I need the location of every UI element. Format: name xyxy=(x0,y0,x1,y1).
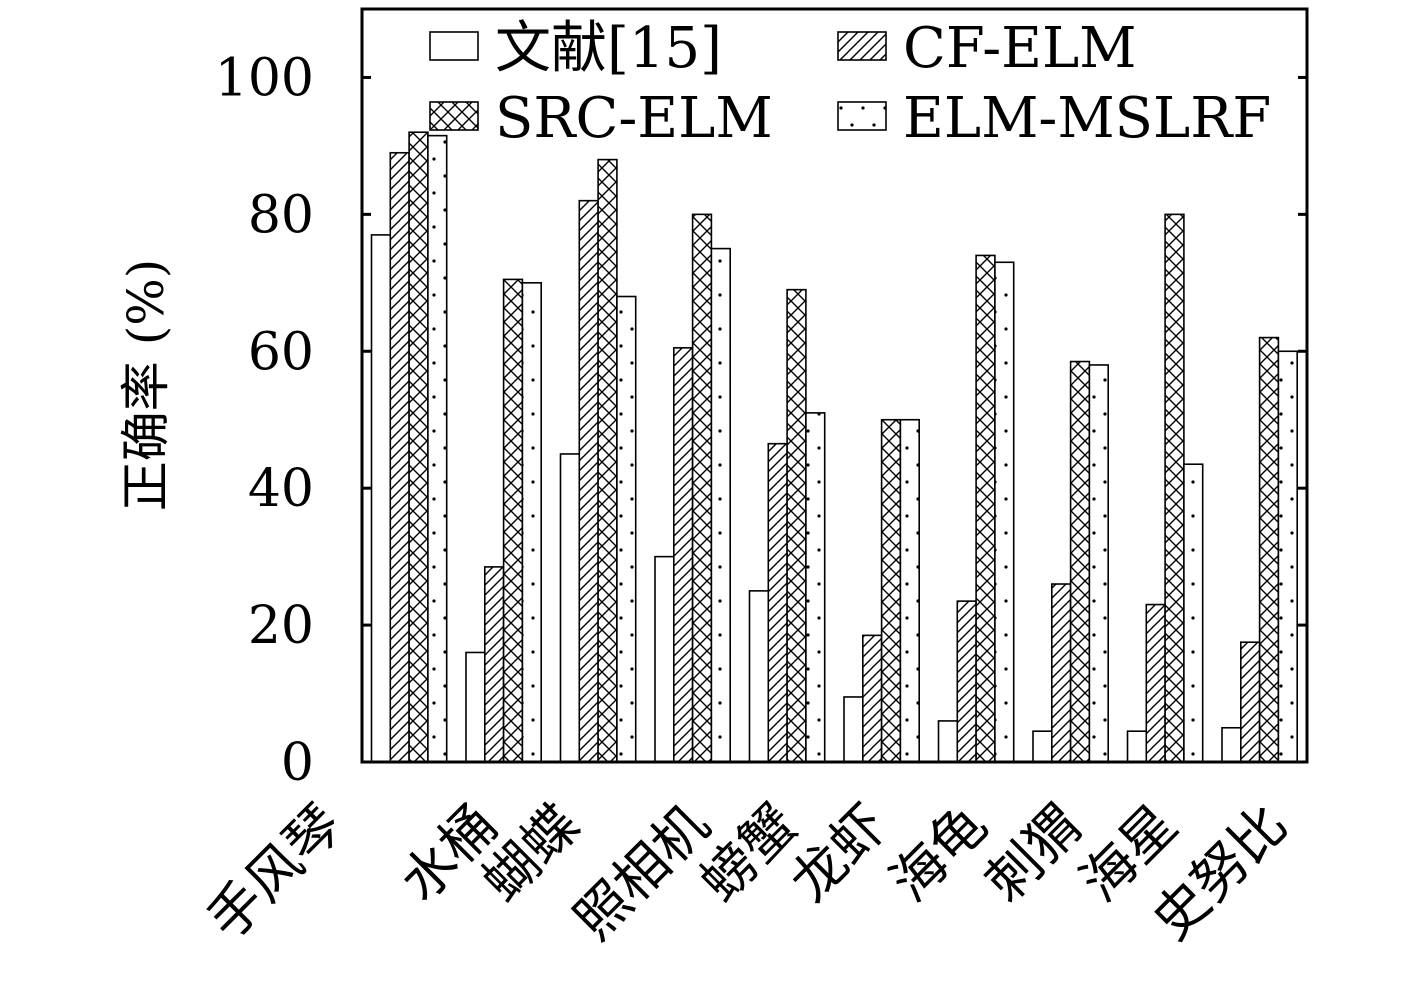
bar xyxy=(654,555,675,763)
bar xyxy=(502,278,524,763)
category-label: 螃蟹 xyxy=(688,793,809,914)
bar xyxy=(1051,583,1072,763)
bar xyxy=(880,418,902,763)
legend-label: 文献[15] xyxy=(495,16,722,81)
bar xyxy=(389,151,410,763)
y-tick-label: 100 xyxy=(215,48,314,108)
plot-frame xyxy=(360,7,1309,764)
category-label: 海龟 xyxy=(878,793,999,914)
bar xyxy=(861,634,883,763)
bar xyxy=(370,234,392,763)
bar xyxy=(408,131,429,763)
legend-label: SRC-ELM xyxy=(495,86,773,151)
bar xyxy=(427,134,448,763)
bar xyxy=(672,347,694,763)
bar xyxy=(1277,350,1299,763)
bar xyxy=(1183,463,1204,763)
bar xyxy=(710,247,732,763)
bar xyxy=(1088,364,1110,763)
bar xyxy=(1240,641,1261,763)
legend-label: ELM-MSLRF xyxy=(903,86,1271,151)
y-tick-label: 40 xyxy=(248,459,314,519)
legend-swatch xyxy=(837,101,887,131)
bar xyxy=(767,442,788,763)
bar xyxy=(465,651,486,763)
bar xyxy=(1221,726,1242,763)
bar xyxy=(994,261,1015,763)
y-tick-label: 80 xyxy=(248,185,314,245)
bar xyxy=(559,453,581,763)
bar xyxy=(748,590,770,763)
bar xyxy=(805,412,826,763)
legend-swatch xyxy=(837,31,887,61)
bar xyxy=(1069,360,1091,763)
bar xyxy=(786,288,807,763)
category-label: 龙虾 xyxy=(778,793,899,914)
bar xyxy=(899,418,921,763)
bar xyxy=(937,720,959,763)
legend-label: CF-ELM xyxy=(903,16,1137,81)
bar xyxy=(616,295,637,763)
bar xyxy=(975,254,996,763)
bar xyxy=(578,199,599,763)
y-axis-title: 正确率 (%) xyxy=(117,259,175,511)
y-tick-label: 20 xyxy=(248,596,314,656)
y-tick-label: 60 xyxy=(248,322,314,382)
bar xyxy=(956,600,977,763)
category-label: 刺猬 xyxy=(973,793,1094,914)
bar xyxy=(1164,213,1185,763)
y-tick-label: 0 xyxy=(281,733,314,793)
bar xyxy=(1258,336,1280,763)
bar xyxy=(483,566,505,763)
category-label: 手风琴 xyxy=(195,793,354,952)
bar xyxy=(1126,730,1148,763)
legend-swatch xyxy=(429,101,479,131)
bar xyxy=(691,213,713,763)
bar xyxy=(1032,730,1053,763)
bar xyxy=(597,158,618,763)
legend-swatch xyxy=(429,31,479,61)
bar xyxy=(1145,603,1166,763)
bar xyxy=(521,282,543,763)
bar xyxy=(843,696,864,763)
